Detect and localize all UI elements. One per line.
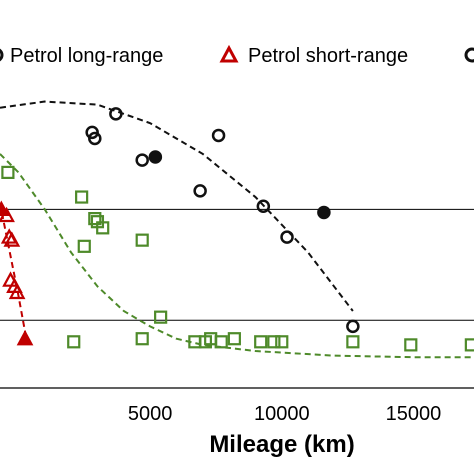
data-point-filled-triangle [0,200,10,216]
data-point-open-square [227,332,241,346]
data-point-open-circle [88,131,102,146]
data-point-open-square [96,221,110,235]
data-point-open-square [135,233,149,247]
data-point-open-square [88,212,102,226]
data-point-open-circle [85,125,99,140]
data-point-open-square [75,190,89,204]
legend-label-petrol-long-range: Petrol long-range [10,45,163,67]
data-point-open-square [254,335,268,349]
x-axis: 5000 10000 15000 Mileage (km) [128,403,441,458]
legend-open-triangle-icon [219,44,239,63]
x-tick-label: 10000 [254,403,310,425]
data-point-open-circle [280,230,294,244]
data-point-open-square [267,335,281,349]
data-point-open-circle [211,128,226,143]
legend-label-petrol-short-range: Petrol short-range [248,45,408,67]
data-point-open-square [214,335,228,349]
legend: Petrol long-range Petrol short-range [0,44,474,67]
x-axis-title: Mileage (km) [209,431,354,458]
data-point-filled-circle [148,150,163,164]
data-point-open-circle [346,319,360,334]
data-point-open-square [275,335,289,349]
data-point-open-circle [135,153,149,167]
data-point-open-circle [256,199,271,214]
trendlines [0,100,474,359]
x-tick-label: 5000 [128,403,173,425]
data-point-open-square [464,338,474,352]
data-point-open-square [346,335,360,349]
data-point-open-square [67,335,81,349]
legend-open-circle-icon [0,48,4,62]
data-point-open-square [135,332,149,346]
data-point-open-square [404,338,418,352]
data-point-open-square [1,165,15,179]
trendline [0,153,474,359]
data-point-open-square [77,239,91,253]
plot-area [0,100,474,389]
trendline [0,203,28,339]
data-point-open-circle [109,107,123,121]
data-points [0,107,474,352]
x-tick-label: 15000 [386,403,442,425]
data-point-filled-triangle [16,329,34,346]
data-point-open-square [154,310,168,324]
data-point-open-triangle [3,231,21,247]
data-point-filled-circle [317,205,331,220]
trendline [0,100,354,312]
data-point-open-circle [193,184,207,198]
data-point-open-triangle [8,283,26,300]
legend-open-circle-icon [464,47,474,63]
